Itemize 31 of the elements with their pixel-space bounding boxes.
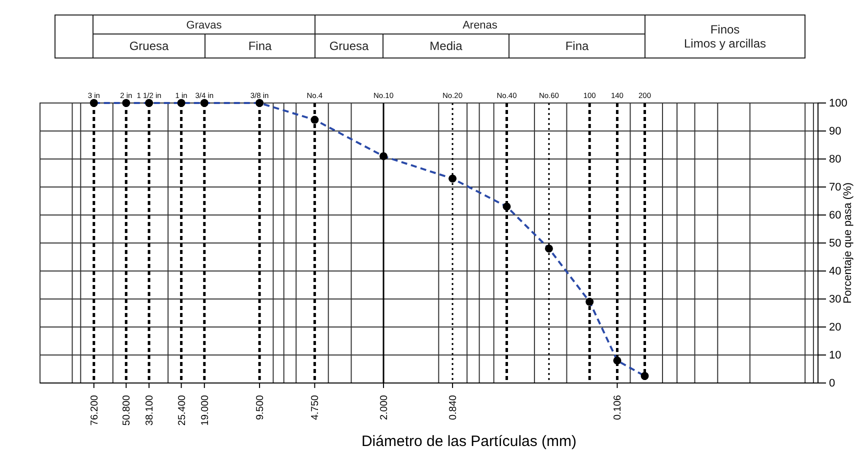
y-tick-label: 30 (829, 294, 842, 306)
y-tick-label: 20 (829, 322, 842, 334)
text: Gravas (186, 20, 222, 32)
y-tick-label: 90 (829, 126, 842, 138)
y-tick-label: 100 (829, 98, 848, 110)
x-tick-label: 50.800 (122, 394, 133, 426)
text: Finos Limos y arcillas (684, 22, 766, 50)
y-tick-label: 60 (829, 210, 842, 222)
x-tick-label: 38.100 (144, 394, 156, 426)
y-tick-label: 40 (829, 266, 842, 278)
x-tick-label: 4.750 (310, 394, 322, 420)
y-tick-label: 70 (829, 182, 842, 194)
x-tick-label: 25.400 (176, 394, 188, 426)
text: Gruesa (129, 39, 169, 53)
text: Arenas (462, 20, 498, 32)
text: Fina (565, 39, 589, 53)
text: Fina (248, 39, 272, 53)
text: Gruesa (329, 39, 369, 53)
y-tick-label: 50 (829, 238, 842, 250)
x-tick-label: 9.500 (255, 394, 266, 420)
text: Media (430, 39, 463, 53)
y-tick-label: 0 (829, 378, 836, 390)
x-tick-label: 76.200 (89, 394, 100, 426)
x-tick-label: 2.000 (379, 394, 390, 420)
y-tick-label: 80 (829, 154, 842, 166)
x-axis-title: Diámetro de las Partículas (mm) (361, 433, 577, 450)
x-tick-label: 19.000 (200, 394, 211, 426)
y-tick-label: 10 (829, 350, 842, 362)
y-axis-title: Porcentaje que pasa (%) (842, 182, 854, 304)
x-tick-label: 0.106 (612, 394, 624, 420)
x-tick-label: 0.840 (448, 394, 460, 420)
